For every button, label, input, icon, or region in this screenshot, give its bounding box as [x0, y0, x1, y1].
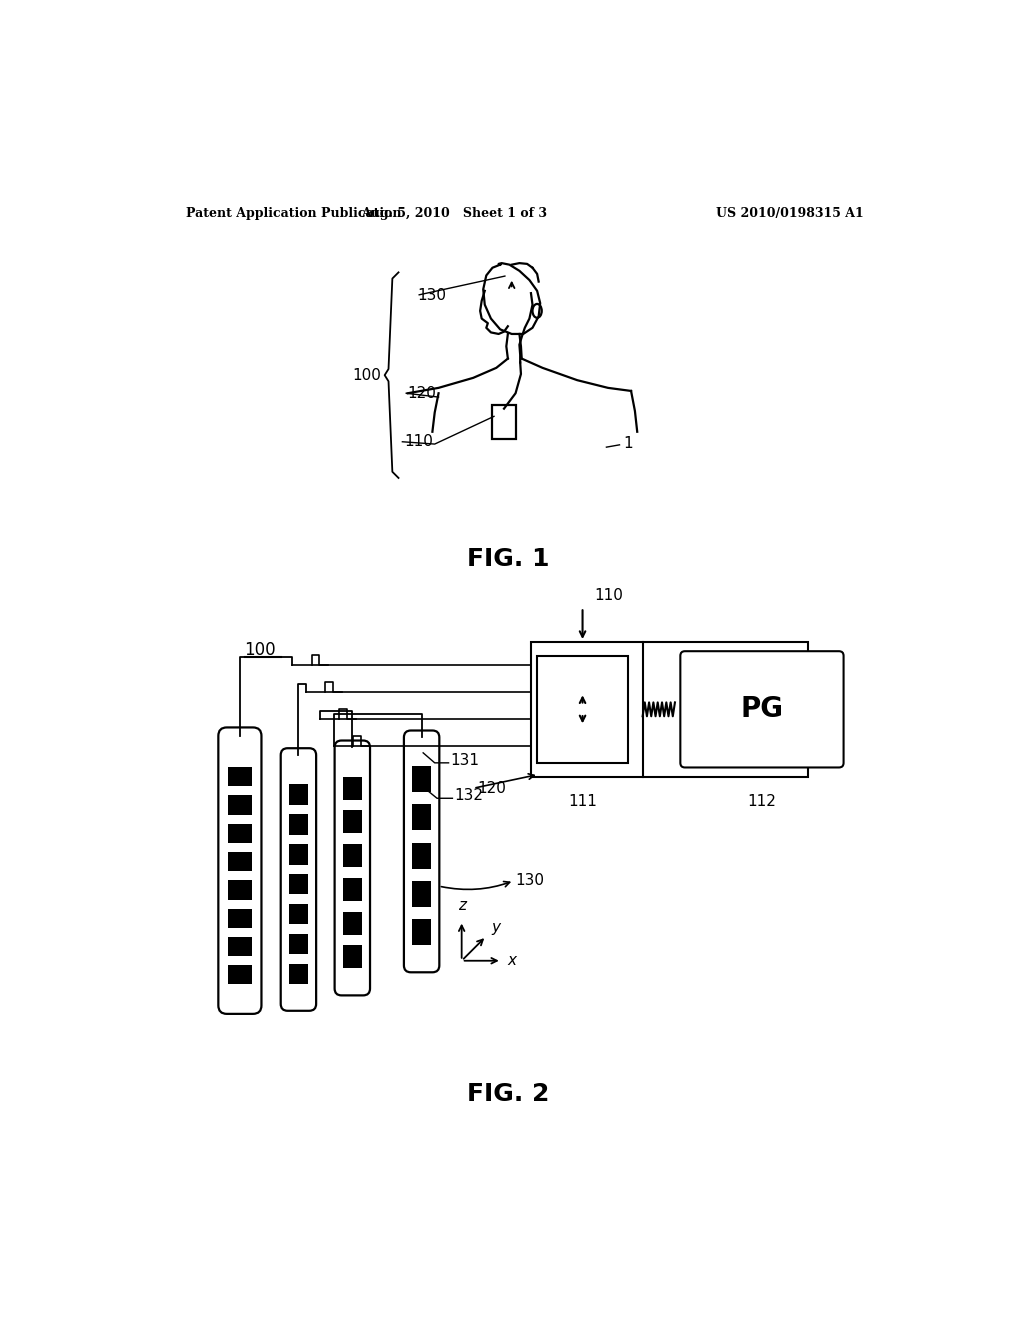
- Bar: [289, 904, 308, 924]
- Bar: [412, 919, 431, 945]
- Bar: [228, 824, 252, 843]
- Bar: [289, 784, 308, 805]
- Text: 130: 130: [515, 873, 545, 888]
- Text: FIG. 1: FIG. 1: [467, 546, 549, 570]
- FancyBboxPatch shape: [335, 741, 370, 995]
- Bar: [228, 767, 252, 787]
- Bar: [289, 845, 308, 865]
- Text: Patent Application Publication: Patent Application Publication: [186, 207, 401, 220]
- Bar: [412, 880, 431, 907]
- Bar: [412, 842, 431, 869]
- Bar: [228, 880, 252, 899]
- Bar: [343, 912, 361, 935]
- Bar: [412, 804, 431, 830]
- Bar: [289, 874, 308, 895]
- Bar: [343, 776, 361, 800]
- Bar: [228, 937, 252, 956]
- Text: 110: 110: [594, 589, 623, 603]
- Bar: [228, 796, 252, 814]
- Text: y: y: [490, 920, 500, 935]
- Text: 120: 120: [477, 780, 506, 796]
- Bar: [343, 878, 361, 900]
- Text: 130: 130: [418, 288, 446, 304]
- Bar: [493, 405, 515, 440]
- Bar: [531, 642, 808, 776]
- FancyBboxPatch shape: [680, 651, 844, 767]
- Text: FIG. 2: FIG. 2: [467, 1082, 549, 1106]
- Bar: [412, 766, 431, 792]
- Bar: [228, 908, 252, 928]
- Bar: [343, 843, 361, 867]
- Bar: [228, 965, 252, 985]
- Text: 110: 110: [403, 434, 433, 449]
- FancyBboxPatch shape: [218, 727, 261, 1014]
- Text: z: z: [458, 898, 466, 913]
- Bar: [343, 945, 361, 969]
- Text: 120: 120: [408, 385, 436, 401]
- Text: 131: 131: [451, 752, 479, 768]
- Bar: [289, 814, 308, 834]
- Text: PG: PG: [740, 696, 783, 723]
- Bar: [343, 810, 361, 833]
- Bar: [538, 656, 628, 763]
- Text: x: x: [508, 953, 517, 969]
- Bar: [228, 851, 252, 871]
- Bar: [289, 964, 308, 983]
- Bar: [289, 933, 308, 954]
- Text: Aug. 5, 2010   Sheet 1 of 3: Aug. 5, 2010 Sheet 1 of 3: [361, 207, 547, 220]
- Text: 132: 132: [454, 788, 483, 804]
- Text: 112: 112: [748, 793, 776, 809]
- FancyBboxPatch shape: [281, 748, 316, 1011]
- Text: 100: 100: [352, 368, 381, 383]
- Text: 111: 111: [568, 793, 597, 809]
- Text: US 2010/0198315 A1: US 2010/0198315 A1: [716, 207, 863, 220]
- Text: 100: 100: [245, 640, 276, 659]
- FancyBboxPatch shape: [403, 730, 439, 973]
- Text: 1: 1: [624, 436, 633, 451]
